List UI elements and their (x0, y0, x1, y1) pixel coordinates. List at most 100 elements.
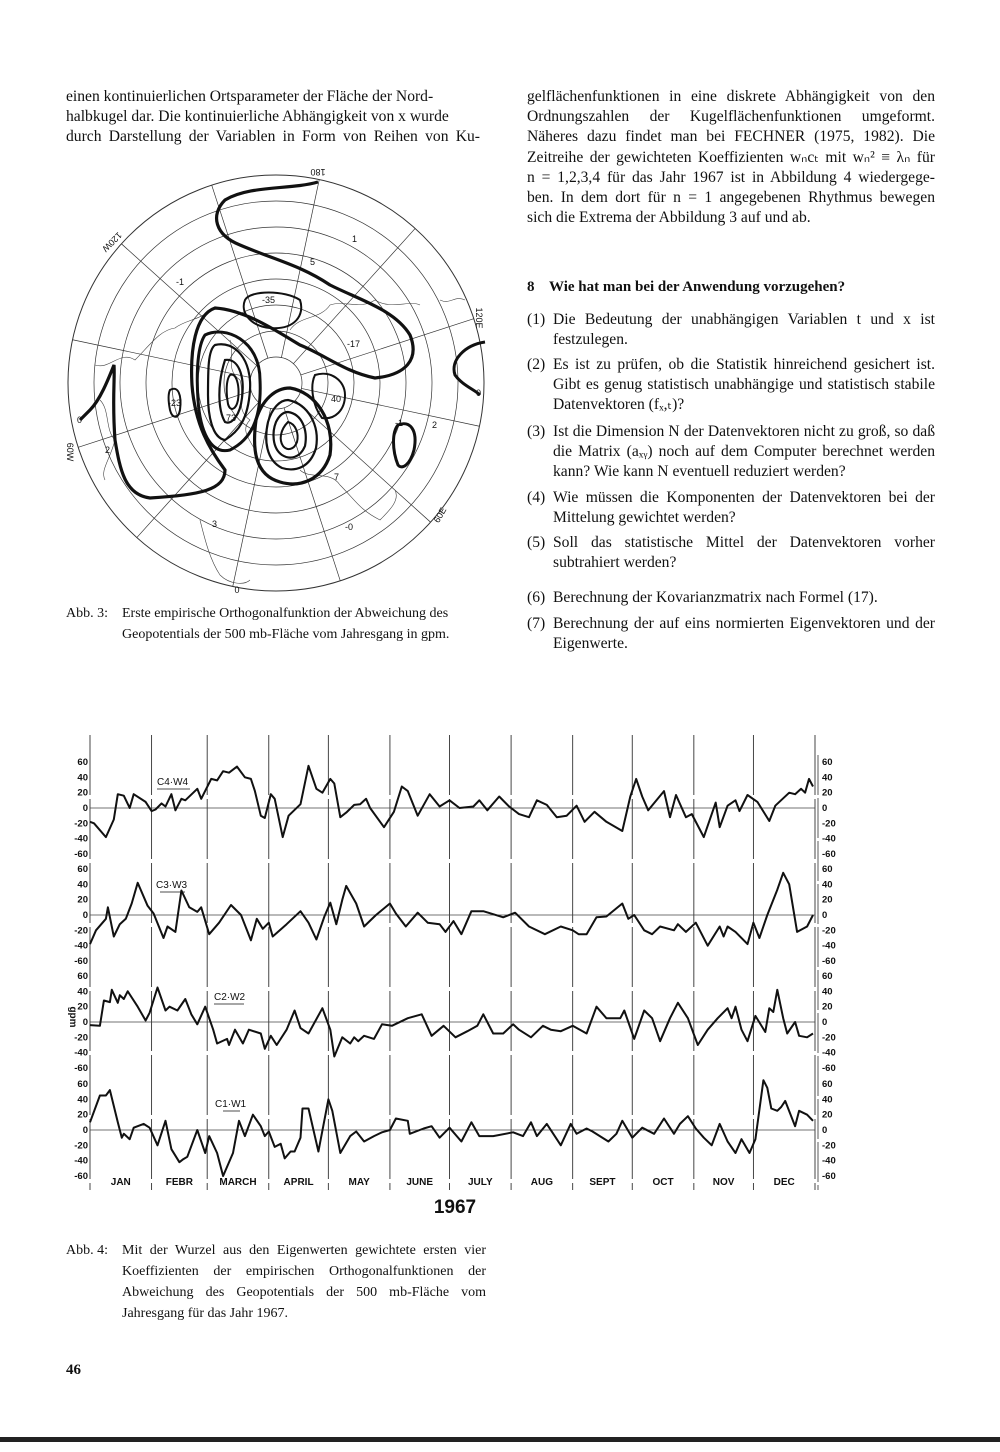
contour-label: 73 (226, 413, 236, 423)
list-item: (2) Es ist zu prüfen, ob die Statistik hi… (527, 355, 935, 416)
text-line: n = 1,2,3,4 für das Jahr 1967 ist in Abb… (527, 168, 935, 186)
month-label: NOV (713, 1177, 735, 1188)
meridian-label-60e: 60E (432, 506, 449, 525)
contour-label: 2 (432, 420, 437, 430)
y-tick-label-left: -40 (74, 1048, 88, 1059)
item-number: (2) (527, 356, 546, 373)
y-tick-label-left: 40 (77, 986, 88, 997)
right-paragraph: gelflächenfunktionen in eine diskrete Ab… (527, 87, 935, 228)
text-line: Näheres dazu findet man bei FECHNER (197… (527, 128, 935, 146)
latitude-circle (119, 226, 433, 540)
figure-4-caption: Abb. 4: Mit der Wurzel aus den Eigenwert… (66, 1240, 486, 1324)
text-line: einen kontinuierlichen Ortsparameter der… (66, 88, 434, 105)
y-tick-label-left: 40 (77, 1094, 88, 1105)
y-tick-label-left: -60 (74, 956, 88, 967)
y-tick-label-right: 40 (822, 1094, 833, 1105)
y-tick-label-right: 60 (822, 757, 833, 768)
text-line: Ordnungszahlen der Kugelflächenfunktione… (527, 108, 935, 126)
meridian-line (295, 400, 431, 523)
y-tick-label-left: 60 (77, 1079, 88, 1090)
map-outer-circle (67, 174, 485, 592)
series-line-4 (89, 764, 814, 839)
year-label: 1967 (434, 1197, 476, 1218)
caption-label: Abb. 3: (66, 606, 108, 621)
month-label: MARCH (219, 1177, 256, 1188)
y-tick-label-left: 40 (77, 879, 88, 890)
item-text: Berechnung der Kovarianzmatrix nach Form… (553, 589, 878, 606)
y-tick-label-right: 60 (822, 864, 833, 875)
scan-edge (0, 1437, 1000, 1442)
y-tick-label-left: -40 (74, 834, 88, 845)
y-tick-label-left: 40 (77, 772, 88, 783)
latitude-circle (93, 200, 459, 566)
y-tick-label-right: -40 (822, 1156, 836, 1167)
y-tick-label-left: -40 (74, 941, 88, 952)
meridian-line (136, 402, 259, 538)
list-item: (3) Ist die Dimension N der Datenvektoren… (527, 422, 935, 483)
contour-label: 1 (352, 234, 357, 244)
y-tick-label-right: 60 (822, 971, 833, 982)
y-tick-label-left: 0 (83, 1017, 88, 1028)
y-tick-label-right: 20 (822, 895, 833, 906)
item-text: Soll das statistische Mittel der Datenve… (553, 534, 935, 572)
y-tick-label-left: -20 (74, 1140, 88, 1151)
y-tick-label-left: 60 (77, 757, 88, 768)
contour-label: 2 (105, 445, 110, 455)
chart-series (89, 764, 814, 1177)
y-tick-label-right: 0 (822, 1017, 827, 1028)
item-text: Berechnung der auf eins normierten Eigen… (553, 615, 935, 653)
contour-label: -1 (395, 418, 403, 428)
y-tick-label-right: 0 (822, 1125, 827, 1136)
text-line: halbkugel dar. Die kontinuierliche Abhän… (66, 108, 449, 126)
y-tick-label-right: -60 (822, 849, 836, 860)
series-line-3 (89, 871, 814, 947)
series-labels: C4·W4 C3·W3 C2·W2 C1·W1 (156, 777, 247, 1112)
y-tick-label-left: -20 (74, 1032, 88, 1043)
meridian-line (300, 318, 474, 376)
coefficient-time-series-chart: 60 60 40 40 20 20 0 0 -20 -20 -40 -40 -60 -60 60 60 40 40… (67, 735, 836, 1218)
month-label: OCT (652, 1177, 673, 1188)
meridian-label-120w: 120W (100, 230, 124, 254)
y-tick-label-right: 0 (822, 910, 827, 921)
y-tick-label-right: 40 (822, 986, 833, 997)
y-tick-label-right: -60 (822, 1171, 836, 1182)
month-label: FEBR (166, 1177, 194, 1188)
meridian-label-60w: 60W (65, 443, 75, 462)
item-text: Es ist zu prüfen, ob die Statistik hinre… (553, 356, 935, 414)
item-number: (5) (527, 534, 546, 551)
latitude-circle (145, 252, 407, 514)
text-line: gelflächenfunktionen in eine diskrete Ab… (527, 88, 935, 105)
item-number: (1) (527, 311, 546, 328)
y-tick-label-right: -20 (822, 1140, 836, 1151)
y-tick-label-right: 20 (822, 1002, 833, 1013)
month-labels: JAN FEBR MARCH APRIL MAY JUNE JULY AUG SEPT OCT NO… (111, 1177, 795, 1188)
meridian-line (283, 407, 341, 581)
y-tick-label-left: 0 (83, 803, 88, 814)
month-label: MAY (348, 1177, 370, 1188)
y-tick-label-right: -20 (822, 818, 836, 829)
month-label: JAN (111, 1177, 131, 1188)
y-tick-label-left: -40 (74, 1156, 88, 1167)
polar-contour-map: 180 120W 120E 60W 60E 0 -1 1 5 -35 -17 4… (65, 167, 486, 595)
contour-label: 40 (331, 394, 341, 404)
y-axis-label: gpm (67, 1006, 78, 1027)
meridian-line (78, 390, 252, 448)
meridian-line (211, 185, 269, 359)
item-text: Wie müssen die Komponenten der Datenvekt… (553, 489, 935, 527)
y-tick-label-right: 20 (822, 1110, 833, 1121)
text-line: Zeitreihe der gewichteten Koeffizienten … (527, 148, 935, 166)
y-tick-label-left: -20 (74, 818, 88, 829)
y-tick-label-right: -60 (822, 956, 836, 967)
contour-value-labels: -1 1 5 -35 -17 40 -23 73 -1 2 2 7 3 -0 0… (77, 234, 481, 532)
contour-label: -17 (347, 339, 360, 349)
contour-label: 0 (77, 415, 82, 425)
y-tick-label-right: -20 (822, 925, 836, 936)
y-tick-label-right: 60 (822, 1079, 833, 1090)
list-item: (6) Berechnung der Kovarianzmatrix nach F… (527, 588, 935, 608)
y-tick-label-left: 20 (77, 895, 88, 906)
series-label: C2·W2 (214, 992, 246, 1003)
item-number: (6) (527, 589, 546, 606)
list-item: (4) Wie müssen die Komponenten der Datenv… (527, 488, 935, 528)
series-label: C1·W1 (215, 1099, 247, 1110)
contour-label: 0 (476, 388, 481, 398)
